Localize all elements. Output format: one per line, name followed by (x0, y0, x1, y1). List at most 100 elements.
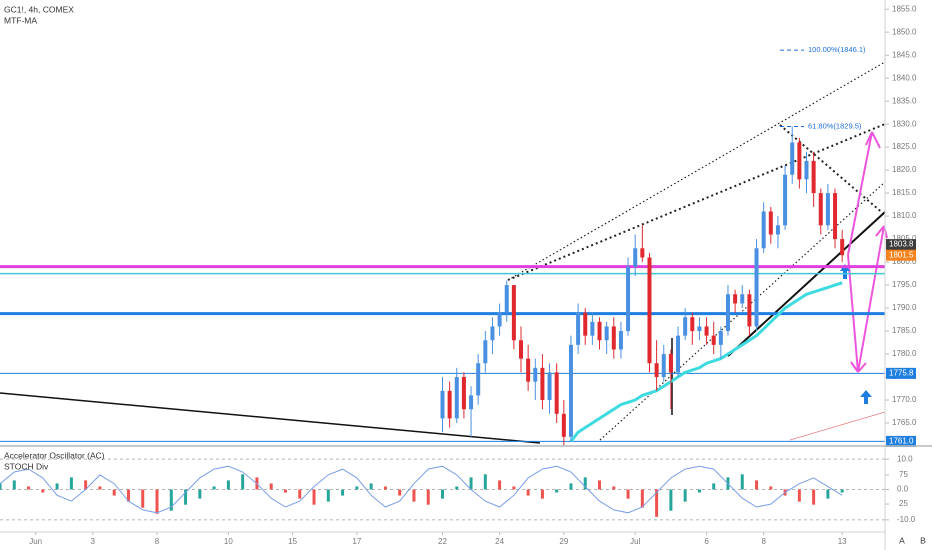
oscillator-bar (812, 489, 816, 505)
x-tick-label: 3 (91, 537, 96, 546)
candle-body (704, 326, 709, 336)
oscillator-bar (526, 489, 530, 496)
candle-body (775, 225, 780, 235)
candle-body (561, 413, 566, 437)
y-tick-label: 1790.0 (892, 303, 917, 312)
fib-label: 100.00%(1846.1) (808, 45, 866, 54)
candle-body (447, 390, 452, 419)
candle-body (461, 377, 466, 410)
oscillator-bar (41, 489, 45, 493)
x-tick-label: 15 (288, 537, 297, 546)
price-label: 1801.5 (889, 250, 914, 259)
candle-body (497, 312, 502, 327)
marks: 1765.01770.01775.01780.01785.01790.01795… (0, 4, 917, 546)
candle-body (576, 312, 581, 345)
oscillator-bar (412, 489, 416, 502)
candle-body (725, 294, 730, 332)
oscillator-bar (69, 477, 73, 490)
y-tick-label: 1855.0 (892, 4, 917, 13)
candle-body (533, 367, 538, 382)
y-tick-label: 1785.0 (892, 326, 917, 335)
candle-body (740, 294, 745, 304)
oscillator-bar (755, 480, 759, 490)
candle-body (754, 248, 759, 327)
y-tick-label: 1825.0 (892, 142, 917, 151)
oscillator-bar (426, 489, 430, 505)
oscillator-bar (212, 486, 216, 490)
candle-body (690, 317, 695, 332)
oscillator-bar (369, 483, 373, 490)
oscillator-bar (27, 486, 31, 490)
candle-body (547, 372, 552, 401)
candle-body (604, 326, 609, 341)
oscillator-bar (469, 477, 473, 490)
candle-body (797, 142, 802, 180)
y-tick-label: 10.0 (897, 454, 913, 463)
candle-body (668, 354, 673, 373)
oscillator-bar (540, 489, 544, 499)
chart-title: GC1!, 4h, COMEX (4, 4, 74, 14)
candle-body (511, 285, 516, 341)
oscillator-bar (569, 483, 573, 490)
oscillator-bar (769, 486, 773, 490)
oscillator-bar (283, 489, 287, 493)
oscillator-bar (598, 480, 602, 490)
candle-body (683, 317, 688, 336)
trend-line (727, 211, 886, 357)
oscillator-bar (626, 489, 630, 499)
y-tick-label: 0.0 (897, 485, 909, 494)
oscillator-bar (797, 489, 801, 502)
oscillator-bar (226, 480, 230, 490)
oscillator-bar (141, 489, 145, 508)
oscillator-bar (612, 486, 616, 490)
channel-line (779, 124, 886, 216)
oscillator-bar (840, 489, 844, 493)
candle-body (840, 239, 845, 256)
candle-body (504, 285, 509, 313)
price-label: 1803.8 (889, 240, 914, 249)
oscillator-bar (341, 489, 345, 496)
oscillator-bar (84, 480, 88, 490)
oscillator-bar (198, 489, 202, 499)
oscillator-bar (498, 480, 502, 490)
candle-body (626, 266, 631, 332)
candle-body (440, 390, 445, 419)
y-tick-label: -10.0 (897, 515, 916, 524)
oscillator-bar (712, 483, 716, 490)
oscillator-bar (326, 489, 330, 502)
candle-body (761, 211, 766, 249)
candle-body (825, 193, 830, 226)
y-tick-label: 1815.0 (892, 188, 917, 197)
candle-body (818, 193, 823, 226)
oscillator-bar (312, 489, 316, 505)
candle-body (640, 248, 645, 258)
candle-body (519, 340, 524, 359)
oscillator-bar (98, 486, 102, 490)
candle-body (540, 367, 545, 401)
oscillator-bar (640, 489, 644, 508)
channel-line (599, 181, 886, 441)
oscillator-bar (555, 489, 559, 493)
x-tick-label: Jul (630, 537, 640, 546)
trend-line (0, 392, 541, 444)
candle-body (597, 321, 602, 341)
indicator-title: Accelerator Oscillator (AC) (4, 450, 105, 460)
x-tick-label: 10 (224, 537, 233, 546)
candle-body (590, 321, 595, 336)
x-tick-label: 29 (559, 537, 568, 546)
candle-body (804, 160, 809, 180)
y-tick-label: 1850.0 (892, 27, 917, 36)
scale-button[interactable]: A (899, 535, 905, 545)
oscillator-bar (155, 489, 159, 514)
y-tick-label: 1780.0 (892, 349, 917, 358)
x-tick-label: 22 (438, 537, 447, 546)
indicator-subtitle: STOCH Div (4, 461, 49, 471)
candle-body (647, 257, 652, 364)
oscillator-bar (0, 483, 2, 490)
candle-body (490, 326, 495, 341)
candle-body (476, 363, 481, 396)
candle-body (469, 395, 474, 410)
scale-button[interactable]: B (920, 535, 926, 545)
